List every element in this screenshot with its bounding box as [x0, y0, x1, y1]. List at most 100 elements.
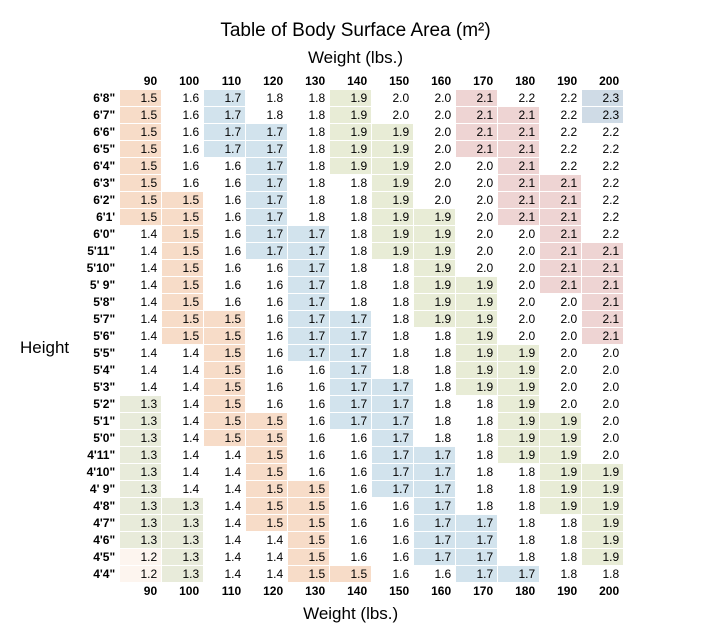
bsa-cell: 1.4 [246, 532, 288, 549]
bsa-cell: 1.9 [330, 124, 372, 141]
bsa-cell: 1.9 [498, 413, 540, 430]
bsa-cell: 1.6 [288, 362, 330, 379]
bsa-cell: 1.9 [330, 107, 372, 124]
bsa-cell: 1.8 [456, 413, 498, 430]
bsa-cell: 1.8 [288, 90, 330, 107]
bsa-cell: 1.7 [498, 566, 540, 583]
bsa-cell: 1.7 [372, 430, 414, 447]
bsa-cell: 1.9 [372, 175, 414, 192]
bsa-cell: 1.4 [204, 464, 246, 481]
table-row: 4' 9"1.31.41.41.51.51.61.71.71.81.81.91.… [78, 481, 624, 498]
bsa-cell: 1.5 [162, 294, 204, 311]
bsa-cell: 1.9 [372, 158, 414, 175]
bsa-cell: 1.9 [414, 294, 456, 311]
bsa-cell: 2.1 [540, 209, 582, 226]
bsa-cell: 2.0 [456, 209, 498, 226]
bsa-cell: 1.6 [246, 277, 288, 294]
bsa-cell: 1.9 [414, 277, 456, 294]
bsa-cell: 1.8 [456, 430, 498, 447]
bsa-cell: 1.7 [330, 413, 372, 430]
bsa-cell: 1.7 [246, 124, 288, 141]
bsa-cell: 1.5 [204, 345, 246, 362]
weight-col-header: 120 [246, 73, 288, 90]
bsa-cell: 1.8 [288, 209, 330, 226]
bsa-cell: 1.8 [456, 447, 498, 464]
bsa-cell: 1.3 [120, 413, 162, 430]
bsa-cell: 1.9 [330, 90, 372, 107]
bsa-cell: 1.7 [288, 345, 330, 362]
bsa-cell: 1.9 [540, 498, 582, 515]
bsa-cell: 2.0 [414, 107, 456, 124]
bsa-cell: 1.6 [162, 90, 204, 107]
height-row-header: 4'4" [78, 566, 120, 583]
bsa-cell: 1.7 [456, 566, 498, 583]
bsa-cell: 1.8 [540, 532, 582, 549]
bsa-cell: 1.9 [414, 311, 456, 328]
bsa-cell: 1.4 [162, 379, 204, 396]
bsa-cell: 1.6 [330, 515, 372, 532]
bsa-cell: 1.8 [540, 566, 582, 583]
bsa-cell: 1.8 [372, 345, 414, 362]
weight-col-footer: 200 [582, 583, 624, 600]
bsa-cell: 1.5 [162, 243, 204, 260]
table-row: 4'11"1.31.41.41.51.61.61.71.71.81.91.92.… [78, 447, 624, 464]
height-row-header: 6'1' [78, 209, 120, 226]
weight-col-footer: 100 [162, 583, 204, 600]
bsa-cell: 1.9 [498, 396, 540, 413]
bsa-cell: 2.0 [372, 107, 414, 124]
bsa-cell: 1.9 [456, 379, 498, 396]
bsa-cell: 1.8 [288, 158, 330, 175]
bsa-cell: 1.9 [372, 124, 414, 141]
bsa-cell: 1.9 [498, 430, 540, 447]
bsa-cell: 1.6 [162, 158, 204, 175]
bsa-cell: 1.6 [204, 158, 246, 175]
bsa-cell: 1.4 [120, 311, 162, 328]
bsa-cell: 1.9 [414, 260, 456, 277]
weight-col-header: 160 [414, 73, 456, 90]
bsa-cell: 1.8 [582, 566, 624, 583]
bsa-cell: 1.6 [204, 192, 246, 209]
height-row-header: 4'7" [78, 515, 120, 532]
bsa-cell: 1.8 [246, 107, 288, 124]
height-row-header: 6'8" [78, 90, 120, 107]
bsa-cell: 1.9 [498, 447, 540, 464]
bsa-cell: 1.4 [204, 447, 246, 464]
bsa-cell: 1.6 [246, 379, 288, 396]
bsa-cell: 1.8 [414, 430, 456, 447]
bsa-cell: 1.3 [120, 481, 162, 498]
bsa-cell: 1.5 [246, 481, 288, 498]
bsa-cell: 2.3 [582, 107, 624, 124]
bsa-cell: 1.9 [582, 464, 624, 481]
bsa-cell: 1.7 [372, 447, 414, 464]
bsa-cell: 1.8 [414, 345, 456, 362]
table-row: 4'10"1.31.41.41.51.61.61.71.71.81.81.91.… [78, 464, 624, 481]
bsa-cell: 1.7 [204, 90, 246, 107]
height-row-header: 4'8" [78, 498, 120, 515]
bsa-cell: 2.0 [498, 294, 540, 311]
bsa-cell: 1.6 [330, 498, 372, 515]
bsa-cell: 1.3 [162, 532, 204, 549]
bsa-cell: 1.6 [330, 481, 372, 498]
bsa-cell: 1.6 [288, 447, 330, 464]
table-row: 5' 9"1.41.51.61.61.71.81.81.91.92.02.12.… [78, 277, 624, 294]
bsa-cell: 1.9 [372, 209, 414, 226]
bsa-cell: 2.1 [456, 107, 498, 124]
bsa-cell: 1.9 [372, 226, 414, 243]
bsa-cell: 1.5 [120, 90, 162, 107]
page-title: Table of Body Surface Area (m²) [20, 20, 691, 42]
table-row: 6'3"1.51.61.61.71.81.81.92.02.02.12.12.2 [78, 175, 624, 192]
bsa-cell: 1.8 [414, 396, 456, 413]
bsa-cell: 1.5 [204, 379, 246, 396]
bsa-cell: 1.3 [120, 515, 162, 532]
bsa-cell: 1.4 [162, 430, 204, 447]
bsa-cell: 1.7 [414, 515, 456, 532]
bsa-cell: 2.0 [582, 447, 624, 464]
bsa-cell: 1.6 [330, 447, 372, 464]
bsa-cell: 2.1 [498, 141, 540, 158]
table-row: 5'8"1.41.51.61.61.71.81.81.91.92.02.02.1 [78, 294, 624, 311]
bsa-cell: 1.8 [498, 515, 540, 532]
bsa-cell: 1.7 [204, 107, 246, 124]
bsa-cell: 1.6 [330, 532, 372, 549]
bsa-cell: 1.8 [330, 243, 372, 260]
bsa-cell: 2.0 [540, 362, 582, 379]
